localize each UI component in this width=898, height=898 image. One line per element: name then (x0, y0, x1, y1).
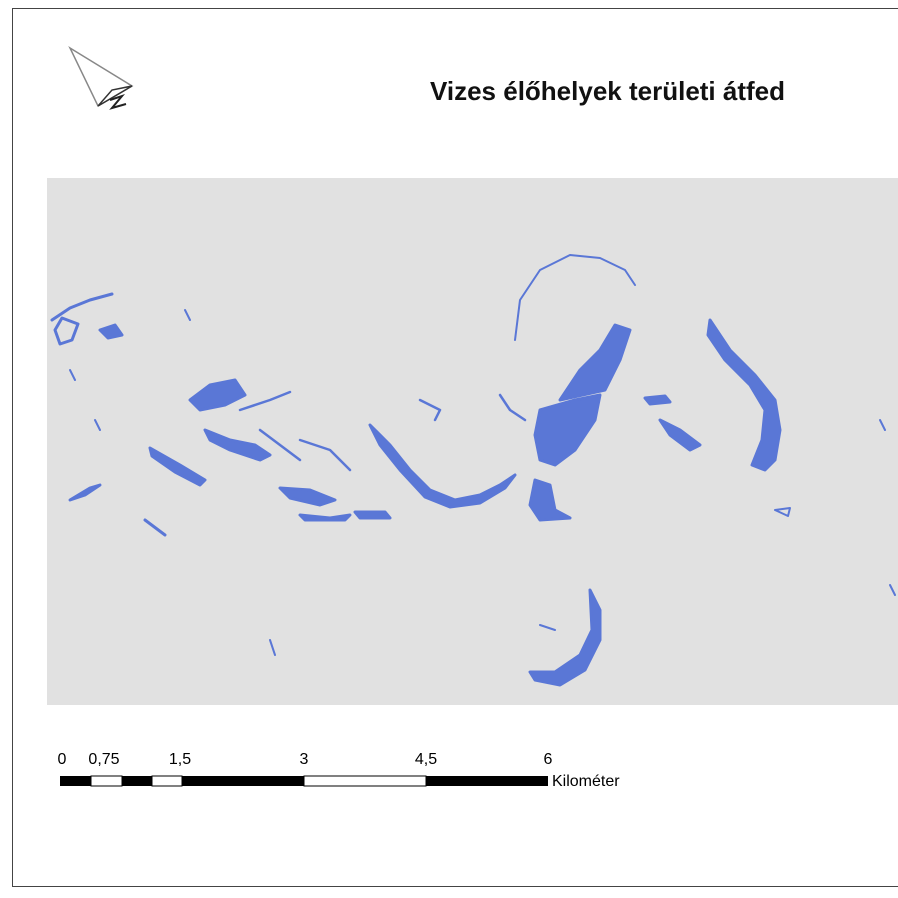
map-title: Vizes élőhelyek területi átfed (430, 76, 785, 106)
scale-label: 1,5 (169, 751, 191, 768)
scale-label: 0 (58, 751, 67, 768)
north-arrow (68, 46, 134, 110)
scale-bar (60, 775, 548, 787)
map-area (47, 178, 898, 705)
scale-label: 4,5 (415, 751, 437, 768)
scale-label: 6 (544, 751, 553, 768)
scale-label: 0,75 (88, 751, 119, 768)
wetland-features (50, 254, 896, 687)
scale-unit: Kilométer (552, 773, 620, 790)
scale-label: 3 (300, 751, 309, 768)
